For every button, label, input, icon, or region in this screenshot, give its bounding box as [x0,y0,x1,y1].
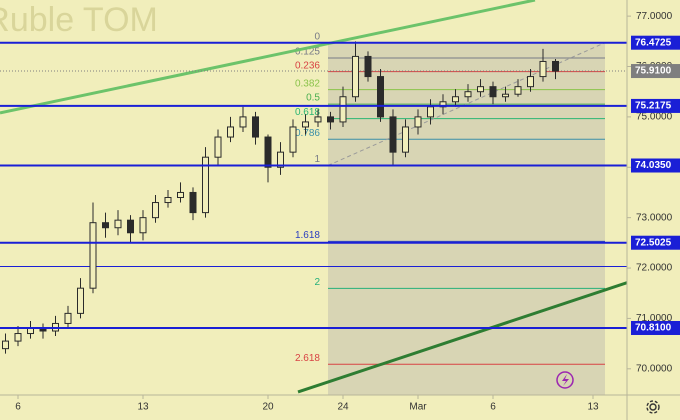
y-tick-label: 75.0000 [636,112,673,123]
candle-body [327,116,334,123]
x-tick-label: 6 [490,402,496,413]
candle-body [264,136,272,168]
fib-label: 0 [314,31,320,42]
level-label: 75.2175 [635,101,672,112]
candle-body [314,116,322,123]
level-label-box [631,35,680,50]
candle-body [277,151,284,168]
candle-body [214,136,222,158]
candle-body [177,191,184,198]
candle-body [552,60,559,72]
y-tick-label: 73.0000 [636,212,673,223]
candle-body [477,86,484,93]
candle-body [489,86,497,98]
candle-body [364,55,372,78]
fib-label: 2 [314,277,320,288]
fib-label: 0.236 [295,60,320,71]
candle-body [452,96,459,103]
candle-body [502,93,509,98]
candle-body [14,333,22,342]
candle-body [89,222,97,289]
level-label: 70.8100 [635,323,672,334]
fib-label: 0.125 [295,47,320,58]
fib-label: 1 [314,154,320,165]
candle-body [114,219,122,229]
x-tick-label: Mar [409,402,427,413]
fib-label: 0.786 [295,128,320,139]
level-label-box [631,98,680,113]
fib-label: 1.618 [295,230,320,241]
lightning-icon[interactable] [556,371,574,389]
candle-body [102,222,109,229]
candle-body [464,91,472,98]
level-label: 76.4725 [635,37,672,48]
settings-icon[interactable] [646,400,660,414]
candle-body [389,116,397,153]
current-price-label-box [631,64,680,79]
level-label: 72.5025 [635,237,672,248]
candle-body [164,197,172,204]
level-label-box [631,320,680,335]
trendline [297,281,627,394]
candle-body [377,76,384,118]
candle-body [139,217,147,234]
candle-body [189,191,197,214]
x-tick-label: 20 [262,402,274,413]
y-tick-label: 77.0000 [636,11,673,22]
x-tick-label: 13 [137,402,149,413]
candle-body [2,340,9,350]
candle-body [152,202,159,219]
candle-body [289,126,297,153]
level-label-box [631,158,680,173]
fib-label: 0.5 [306,93,320,104]
watermark: an Ruble TOM [0,1,158,39]
candle-body [27,327,34,335]
x-tick-label: 13 [587,402,599,413]
candle-body [202,156,209,214]
candle-body [239,116,247,128]
x-tick-label: 6 [15,402,21,413]
trendline [0,0,536,115]
candle-body [252,116,259,138]
candle-body [302,121,309,128]
candle-body [427,106,434,118]
x-tick-label: 24 [337,402,349,413]
candle-body [414,116,422,128]
current-price-label: 75.9100 [635,66,672,77]
y-tick-label: 72.0000 [636,263,673,274]
level-label-box [631,235,680,250]
candle-body [352,55,359,98]
fib-label: 0.618 [295,107,320,118]
candle-body [527,76,534,88]
candle-body [339,96,347,123]
candle-body [77,287,84,314]
fib-label: 2.618 [295,353,320,364]
level-label: 74.0350 [635,160,672,171]
candle-body [127,219,134,234]
candle-body [539,60,547,78]
y-tick-label: 70.0000 [636,363,673,374]
candle-body [514,86,522,95]
y-tick-label: 71.0000 [636,313,673,324]
candle-body [402,126,409,153]
fib-label: 0.382 [295,78,320,89]
candle-body [227,126,234,138]
plot-area: an Ruble TOM 0 0.125 0.236 0.382 0.5 0.618 0.7… [0,0,627,395]
candle-body [64,312,72,324]
